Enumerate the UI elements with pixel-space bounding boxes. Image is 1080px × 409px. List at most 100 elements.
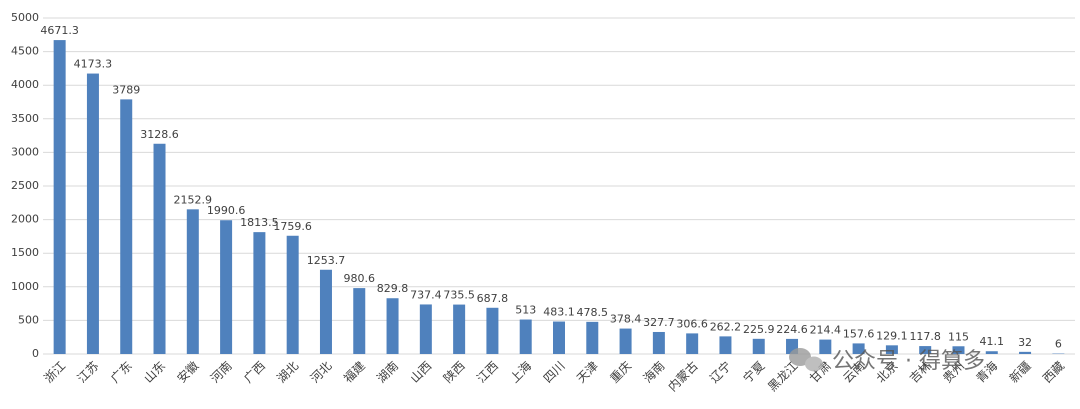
bar	[319, 269, 332, 354]
value-label: 3128.6	[140, 128, 179, 141]
bar	[153, 143, 166, 354]
bar	[752, 338, 765, 354]
x-tick-label: 浙江	[41, 359, 68, 386]
value-label: 737.4	[410, 288, 442, 301]
value-label: 129.1	[876, 329, 908, 342]
bar	[819, 339, 832, 354]
value-label: 1759.6	[273, 220, 312, 233]
value-label: 513	[515, 304, 536, 317]
x-tick-label: 陕西	[440, 358, 468, 386]
bar	[852, 343, 865, 354]
value-label: 224.6	[776, 323, 808, 336]
x-tick-label: 辽宁	[706, 358, 734, 386]
x-tick-label: 安徽	[174, 358, 202, 386]
value-label: 3789	[112, 83, 140, 96]
bar	[220, 220, 233, 354]
value-label: 214.4	[810, 324, 842, 337]
value-label: 1813.5	[240, 216, 279, 229]
x-tick-label: 天津	[574, 359, 601, 386]
value-label: 4173.3	[74, 58, 113, 71]
watermark-icon	[805, 356, 823, 372]
bar	[53, 40, 66, 355]
x-tick-label: 新疆	[1006, 358, 1034, 386]
value-label: 41.1	[980, 335, 1005, 348]
value-label: 4671.3	[40, 24, 79, 37]
bar	[519, 319, 532, 354]
bar	[86, 73, 99, 355]
x-tick-label: 宁夏	[740, 358, 768, 386]
watermark-icon	[789, 348, 811, 366]
bar	[719, 336, 732, 354]
bar	[952, 346, 965, 354]
y-tick-label: 5000	[11, 11, 39, 24]
bar	[253, 232, 266, 354]
y-tick-label: 4000	[11, 78, 39, 91]
value-label: 2152.9	[174, 193, 213, 206]
bar	[985, 351, 998, 354]
value-label: 117.8	[909, 330, 941, 343]
x-tick-label: 福建	[340, 358, 368, 386]
y-tick-label: 2000	[11, 213, 39, 226]
x-tick-label: 河北	[308, 359, 335, 386]
x-tick-label: 西藏	[1040, 359, 1067, 386]
y-tick-label: 3500	[11, 112, 39, 125]
value-label: 306.6	[676, 317, 708, 330]
y-tick-label: 0	[32, 347, 39, 360]
value-label: 327.7	[643, 316, 675, 329]
value-label: 32	[1018, 336, 1032, 349]
x-tick-label: 四川	[541, 359, 568, 386]
x-tick-label: 河南	[207, 358, 235, 386]
value-label: 478.5	[577, 306, 609, 319]
y-tick-label: 3000	[11, 145, 39, 158]
bar	[120, 99, 133, 354]
x-tick-label: 山西	[408, 359, 435, 386]
y-tick-label: 500	[18, 313, 39, 326]
value-label: 483.1	[543, 306, 575, 319]
bar	[1019, 351, 1032, 354]
value-label: 6	[1055, 338, 1062, 351]
x-tick-label: 江苏	[75, 359, 102, 386]
value-label: 829.8	[377, 282, 409, 295]
bar	[353, 288, 366, 354]
watermark-text: 公众号 · 得算多	[832, 349, 985, 374]
bar	[885, 345, 898, 354]
x-tick-label: 广西	[241, 359, 268, 386]
value-label: 687.8	[477, 292, 509, 305]
watermark: 公众号 · 得算多	[789, 348, 985, 374]
value-label: 157.6	[843, 327, 875, 340]
x-tick-label: 海南	[640, 358, 668, 386]
bar	[619, 328, 632, 354]
y-tick-label: 1000	[11, 280, 39, 293]
bar	[419, 304, 432, 354]
value-label: 225.9	[743, 323, 775, 336]
bar	[386, 298, 399, 354]
value-label: 735.5	[443, 289, 475, 302]
bar	[286, 235, 299, 354]
bar	[486, 307, 499, 354]
x-tick-label: 上海	[507, 358, 535, 386]
x-tick-label: 内蒙古	[665, 358, 701, 394]
x-tick-label: 广东	[108, 359, 135, 386]
x-tick-label: 山东	[141, 359, 168, 386]
value-label: 1990.6	[207, 204, 246, 217]
bar	[686, 333, 699, 354]
x-tick-label: 江西	[474, 359, 501, 386]
value-label: 980.6	[344, 272, 376, 285]
bar	[919, 346, 932, 354]
x-tick-label: 湖南	[374, 358, 402, 386]
y-tick-label: 2500	[11, 179, 39, 192]
bar	[586, 321, 599, 354]
bar	[186, 209, 199, 354]
x-tick-label: 重庆	[607, 359, 634, 386]
value-label: 1253.7	[307, 254, 346, 267]
y-tick-label: 1500	[11, 246, 39, 259]
value-label: 378.4	[610, 313, 642, 326]
bar	[553, 321, 565, 354]
value-label: 262.2	[710, 320, 742, 333]
bar	[453, 304, 466, 354]
bar	[652, 331, 665, 354]
x-tick-label: 湖北	[274, 358, 302, 386]
value-label: 115	[948, 330, 969, 343]
